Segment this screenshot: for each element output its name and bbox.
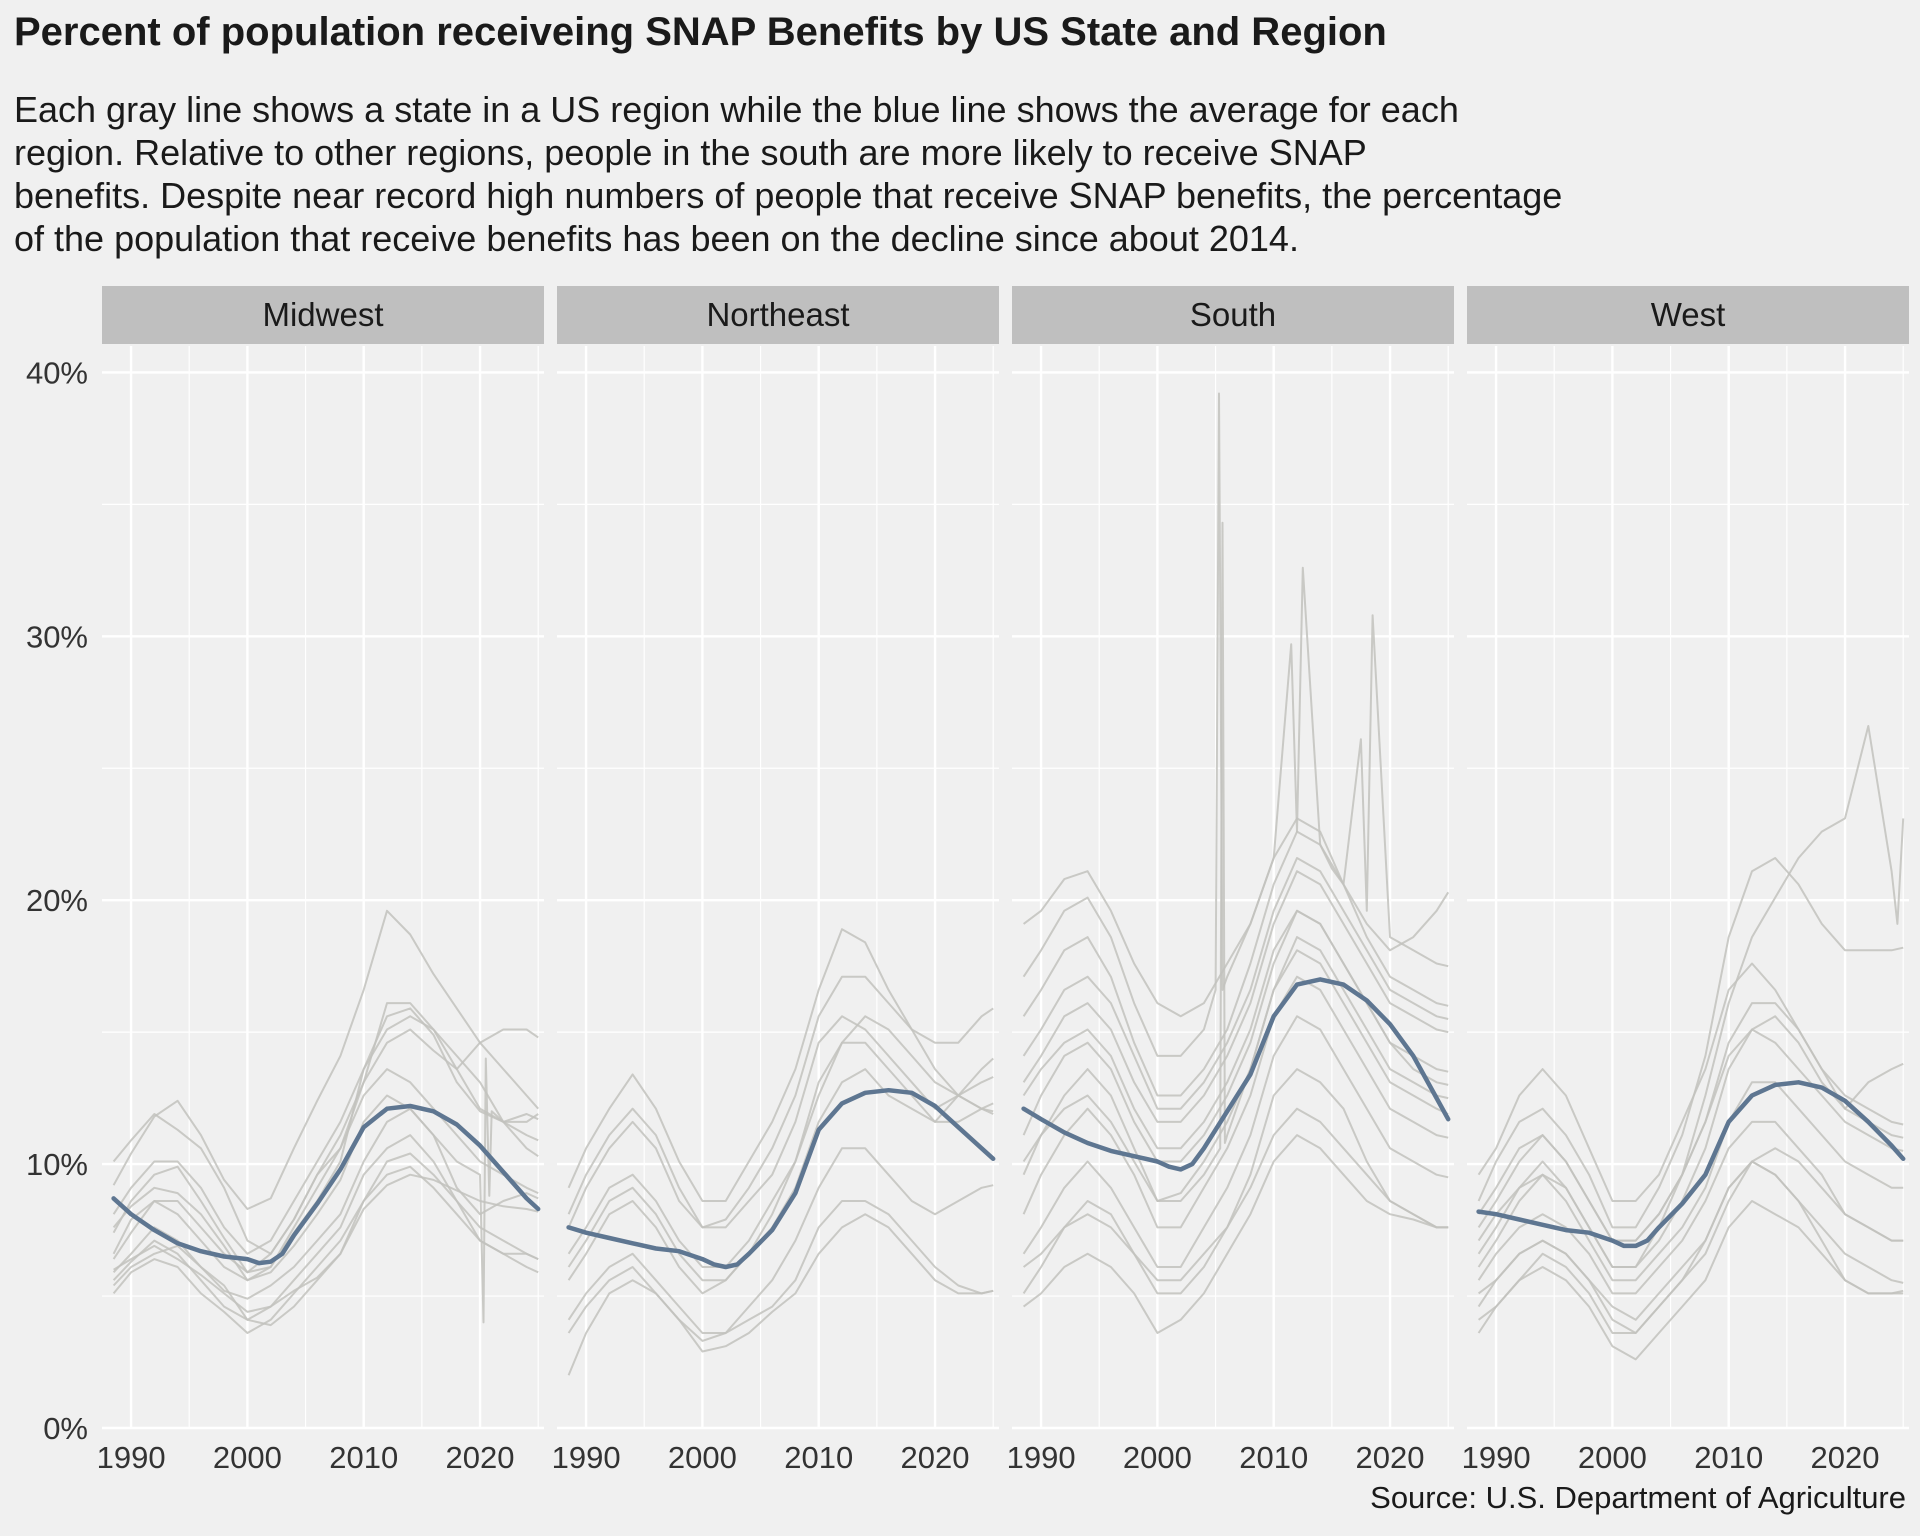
- y-tick-label: 0%: [43, 1411, 88, 1446]
- facet-strip-south: [1012, 286, 1454, 344]
- average-line-west: [1476, 1080, 1906, 1249]
- state-line-west: [1477, 1147, 1904, 1334]
- state-line-midwest: [112, 1134, 539, 1321]
- state-line-west: [1477, 1015, 1904, 1268]
- y-tick-label: 40%: [26, 355, 88, 390]
- facet-label-south: South: [1190, 296, 1276, 333]
- x-tick-label: 1990: [97, 1440, 166, 1475]
- state-line-midwest: [112, 1007, 539, 1274]
- state-line-midwest: [112, 1002, 539, 1282]
- state-line-south: [1022, 830, 1449, 1097]
- y-tick-label: 20%: [26, 883, 88, 918]
- x-tick-label: 1990: [1007, 1440, 1076, 1475]
- state-line-south: [1022, 392, 1449, 1057]
- state-line-west: [1477, 962, 1904, 1202]
- state-line-midwest: [112, 909, 539, 1210]
- average-line-midwest: [111, 1103, 541, 1266]
- state-line-west: [1477, 1120, 1904, 1295]
- state-line-northeast: [567, 1213, 994, 1353]
- state-line-west: [1477, 1160, 1904, 1334]
- facet-strip-midwest: [102, 286, 544, 344]
- chart-caption: Source: U.S. Department of Agriculture: [1370, 1480, 1906, 1515]
- x-tick-label: 2010: [1239, 1440, 1308, 1475]
- facet-strip-northeast: [557, 286, 999, 344]
- y-tick-label: 30%: [26, 619, 88, 654]
- state-line-northeast: [567, 1057, 994, 1282]
- x-tick-label: 2000: [1578, 1440, 1647, 1475]
- state-line-northeast: [567, 975, 994, 1229]
- x-tick-label: 2020: [1356, 1440, 1425, 1475]
- state-line-west: [1477, 1200, 1904, 1361]
- x-tick-label: 2020: [901, 1440, 970, 1475]
- x-tick-label: 2010: [329, 1440, 398, 1475]
- state-line-south: [1022, 857, 1449, 1110]
- state-line-south: [1022, 1015, 1449, 1268]
- state-line-south: [1023, 817, 1450, 1018]
- state-line-west: [1477, 857, 1904, 1229]
- x-tick-label: 2000: [213, 1440, 282, 1475]
- chart-subtitle: Each gray line shows a state in a US reg…: [14, 89, 1563, 259]
- state-line-west: [1477, 1081, 1904, 1282]
- state-line-midwest: [112, 1165, 539, 1334]
- y-tick-label: 10%: [26, 1147, 88, 1182]
- x-tick-label: 2010: [1694, 1440, 1763, 1475]
- state-line-northeast: [567, 1147, 994, 1334]
- state-line-midwest: [112, 1057, 539, 1324]
- state-line-south: [1022, 521, 1449, 1202]
- state-line-midwest: [112, 1152, 539, 1327]
- state-line-midwest: [112, 1015, 539, 1255]
- state-line-west: [1477, 1028, 1904, 1242]
- state-line-south: [1022, 1134, 1449, 1334]
- state-line-south: [1022, 909, 1449, 1150]
- average-line-northeast: [566, 1087, 996, 1270]
- state-line-northeast: [567, 928, 994, 1202]
- facet-label-midwest: Midwest: [262, 296, 383, 333]
- state-line-midwest: [112, 1028, 539, 1255]
- facet-strip-west: [1467, 286, 1909, 344]
- chart-title: Percent of population receiveing SNAP Be…: [14, 10, 1387, 54]
- x-tick-label: 2000: [668, 1440, 737, 1475]
- x-tick-label: 1990: [552, 1440, 621, 1475]
- state-line-south: [1022, 1107, 1449, 1282]
- facet-label-west: West: [1651, 296, 1726, 333]
- x-tick-label: 2020: [1811, 1440, 1880, 1475]
- state-line-south: [1022, 975, 1449, 1229]
- state-line-northeast: [567, 1041, 994, 1295]
- state-line-northeast: [567, 1200, 994, 1376]
- state-line-northeast: [567, 1015, 994, 1268]
- state-line-west: [1477, 725, 1905, 1268]
- state-line-midwest: [112, 1068, 539, 1274]
- state-line-south: [1022, 870, 1449, 1123]
- x-tick-label: 2020: [446, 1440, 515, 1475]
- x-tick-label: 2000: [1123, 1440, 1192, 1475]
- facet-label-northeast: Northeast: [706, 296, 849, 333]
- state-line-south: [1022, 1068, 1449, 1295]
- average-line-south: [1021, 977, 1451, 1172]
- x-tick-label: 1990: [1462, 1440, 1531, 1475]
- x-tick-label: 2010: [784, 1440, 853, 1475]
